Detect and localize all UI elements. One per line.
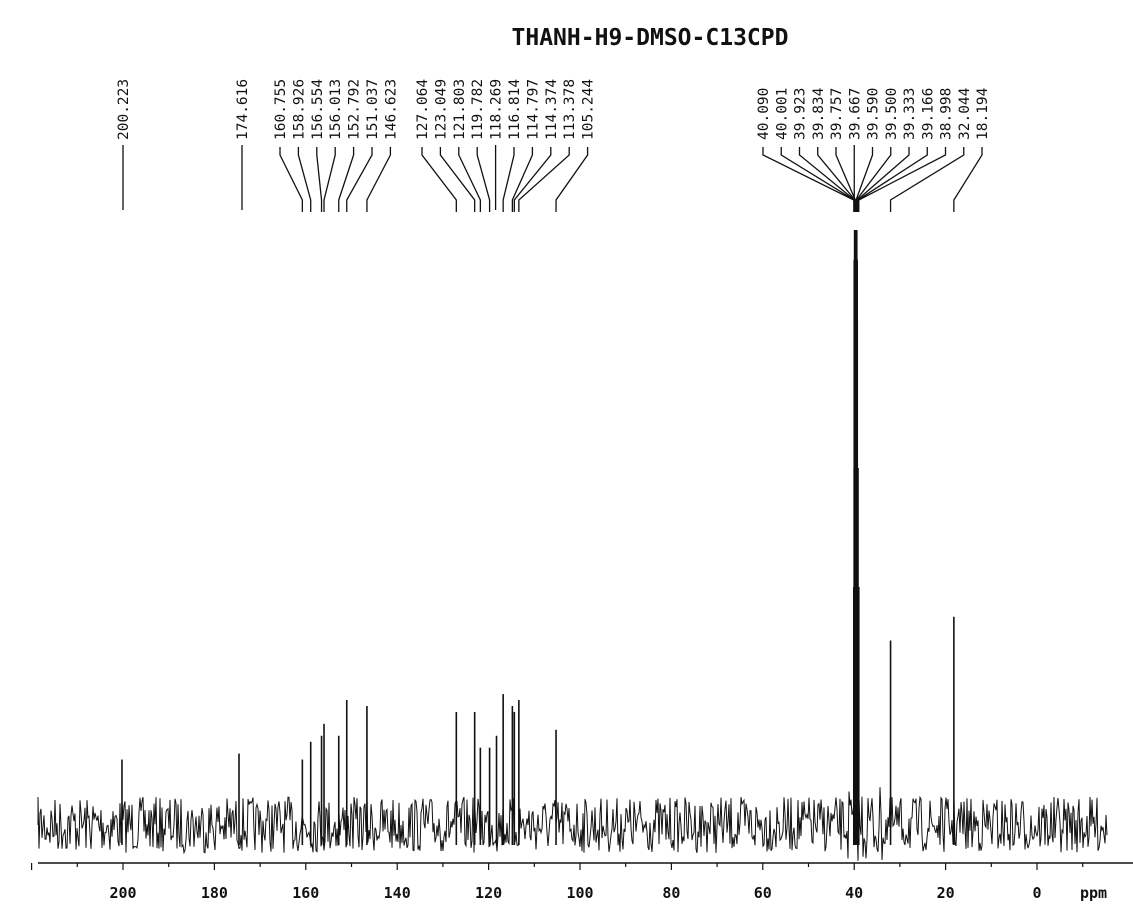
- peak-connector: [279, 147, 303, 212]
- noise-trace: [37, 787, 1108, 861]
- peak-connector: [439, 147, 476, 212]
- peak-label: 39.667: [847, 88, 863, 140]
- peak-label: 152.792: [347, 79, 363, 140]
- peak-connector: [511, 147, 534, 212]
- peak-label: 127.064: [415, 79, 431, 140]
- peak-connector: [780, 147, 855, 212]
- peak-label: 32.044: [957, 87, 973, 140]
- peak-connector: [502, 147, 515, 212]
- peak-label: 151.037: [365, 79, 381, 140]
- x-tick-label: 160: [292, 884, 319, 902]
- peak-label: 40.090: [756, 88, 772, 140]
- x-tick-label: 140: [384, 884, 411, 902]
- peak-label: 39.834: [811, 87, 827, 140]
- x-tick-label: 120: [475, 884, 502, 902]
- peak-label: 121.803: [452, 79, 468, 140]
- peak-connector: [889, 147, 965, 212]
- peak-connector: [857, 147, 928, 212]
- peak-label: 174.616: [235, 79, 251, 140]
- x-tick-label: 100: [566, 884, 593, 902]
- x-tick-label: 200: [109, 884, 136, 902]
- chart-title: THANH-H9-DMSO-C13CPD: [512, 25, 789, 51]
- peak-connector: [953, 147, 983, 212]
- peak-connector: [858, 147, 947, 212]
- peak-label: 39.757: [829, 88, 845, 140]
- x-axis: 200 180 160 140 120 100 80 60 40 20 0: [31, 862, 1133, 902]
- peak-label: 39.923: [793, 88, 809, 140]
- peak-label: 156.013: [328, 79, 344, 140]
- peak-label: 114.374: [544, 79, 560, 140]
- peak-connector: [856, 147, 910, 212]
- x-tick-label: 0: [1032, 884, 1041, 902]
- peak-label: 118.269: [489, 79, 505, 140]
- x-tick-label: 20: [937, 884, 955, 902]
- peak-label: 114.797: [525, 79, 541, 140]
- peak-connector: [762, 147, 855, 212]
- peak-connector: [835, 147, 856, 212]
- peak-label: 39.590: [866, 88, 882, 140]
- peak-label: 105.244: [581, 79, 597, 140]
- peak-label: 18.194: [975, 87, 991, 140]
- peak-label: 39.166: [920, 88, 936, 140]
- x-tick-label: 80: [662, 884, 680, 902]
- x-tick-label: 40: [845, 884, 863, 902]
- peak-connector: [555, 147, 589, 212]
- baseline-noise: [37, 787, 1108, 861]
- peak-connector: [476, 147, 491, 212]
- peak-connector: [855, 147, 892, 212]
- peak-connector: [297, 147, 312, 212]
- peak-connector: [518, 147, 570, 212]
- peak-label: 200.223: [116, 79, 132, 140]
- peak-connector: [421, 147, 457, 212]
- peak-label: 116.814: [507, 79, 523, 140]
- peak-connector: [338, 147, 355, 212]
- peak-connector: [366, 147, 392, 212]
- peaks: [121, 230, 955, 845]
- peak-label: 39.500: [884, 88, 900, 140]
- peak-connector: [316, 147, 323, 212]
- x-tick-label: 180: [201, 884, 228, 902]
- peak-label: 119.782: [470, 79, 486, 140]
- x-axis-label: ppm: [1080, 884, 1107, 902]
- peak-connector: [323, 147, 336, 212]
- peak-labels: 200.223 174.616 160.755 158.926 156.554 156.0…: [116, 79, 991, 212]
- peak-label: 113.378: [562, 79, 578, 140]
- peak-label: 38.998: [939, 88, 955, 140]
- x-tick-label: 60: [754, 884, 772, 902]
- peak-label: 123.049: [433, 79, 449, 140]
- peak-label: 40.001: [774, 88, 790, 140]
- peak-connector: [346, 147, 373, 212]
- peak-label: 39.333: [902, 88, 918, 140]
- peak-label: 146.623: [383, 79, 399, 140]
- peak-label: 158.926: [291, 79, 307, 140]
- peak-label: 160.755: [273, 79, 289, 140]
- peak-label: 156.554: [310, 79, 326, 140]
- peak-connector: [513, 147, 552, 212]
- peak-connector: [458, 147, 482, 212]
